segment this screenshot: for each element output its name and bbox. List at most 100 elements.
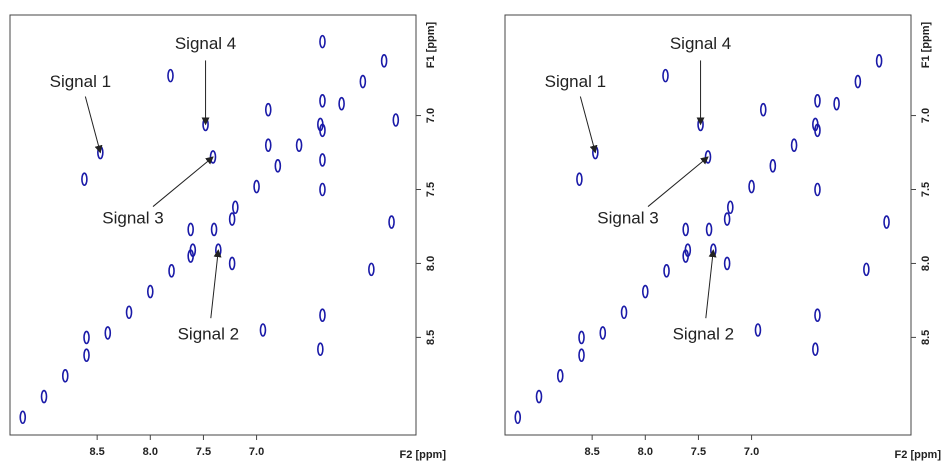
peak — [620, 305, 628, 320]
annotation-label: Signal 1 — [50, 72, 111, 91]
peak — [104, 326, 112, 340]
y-tick-label: 7.0 — [920, 108, 932, 123]
peak — [125, 305, 133, 320]
y-tick-label: 8.0 — [920, 256, 932, 271]
peak — [317, 342, 324, 357]
x-tick-label: 8.0 — [638, 446, 653, 458]
peak — [61, 369, 69, 383]
peak — [599, 326, 607, 340]
peak — [338, 96, 345, 111]
peak — [232, 200, 239, 215]
peak — [883, 215, 890, 229]
peak — [83, 330, 90, 345]
peak — [556, 369, 564, 383]
peak — [359, 74, 367, 89]
peak — [210, 222, 218, 237]
peak — [814, 93, 821, 108]
peak — [576, 172, 583, 186]
peak — [146, 284, 154, 299]
annotation-label: Signal 3 — [597, 208, 658, 227]
peak — [253, 179, 260, 194]
peak — [259, 323, 267, 337]
peak — [863, 262, 870, 277]
y-axis-label: F1 [ppm] — [425, 21, 437, 68]
annotation-label: Signal 4 — [175, 34, 236, 53]
peak — [228, 212, 236, 226]
plot-frame — [504, 14, 912, 436]
annotation-label: Signal 2 — [178, 325, 239, 344]
y-tick-label: 7.0 — [425, 108, 437, 123]
peak — [264, 138, 272, 152]
peak — [535, 389, 543, 404]
peak — [81, 172, 88, 186]
peak — [748, 179, 755, 194]
annotation-label: Signal 4 — [670, 34, 731, 53]
y-tick-label: 7.5 — [920, 182, 932, 197]
plot-frame — [9, 14, 417, 436]
y-tick-label: 8.5 — [920, 330, 932, 345]
peak — [875, 54, 883, 68]
peak — [168, 264, 175, 278]
peak — [514, 410, 522, 425]
peak — [854, 74, 862, 89]
peak — [578, 348, 585, 362]
peak — [295, 138, 303, 152]
peak — [319, 153, 326, 167]
peak — [368, 262, 375, 277]
peak — [682, 222, 689, 237]
annotation-arrow — [647, 156, 709, 207]
peak — [380, 54, 388, 68]
x-axis-label: F2 [ppm] — [895, 449, 942, 461]
annotation-arrow — [210, 249, 222, 319]
peak — [769, 159, 777, 173]
annotation-label: Signal 1 — [545, 72, 606, 91]
peak — [814, 308, 821, 323]
peak — [264, 102, 272, 117]
annotation-arrow — [705, 249, 717, 319]
peak — [727, 200, 734, 215]
x-tick-label: 8.0 — [143, 446, 158, 458]
peak — [274, 159, 282, 173]
peak — [641, 284, 649, 299]
annotation-arrow — [152, 156, 214, 207]
peak — [167, 68, 174, 83]
peak — [759, 102, 767, 117]
peak — [790, 138, 798, 152]
y-axis-label: F1 [ppm] — [920, 21, 932, 68]
peak — [705, 222, 713, 237]
annotation-arrow — [579, 96, 598, 154]
peak — [187, 222, 194, 237]
peak — [723, 212, 731, 226]
peak — [319, 308, 326, 323]
x-tick-label: 8.5 — [90, 446, 105, 458]
x-tick-label: 7.0 — [744, 446, 759, 458]
peak — [814, 123, 821, 138]
peak — [319, 123, 326, 138]
annotation-label: Signal 2 — [673, 325, 734, 344]
peak — [662, 68, 669, 83]
peak — [228, 256, 236, 271]
peak — [319, 34, 326, 49]
peak — [723, 256, 731, 271]
peak — [812, 342, 819, 357]
x-tick-label: 7.5 — [691, 446, 706, 458]
y-tick-label: 8.0 — [425, 256, 437, 271]
peak — [814, 182, 821, 197]
peak — [319, 93, 326, 108]
peak — [663, 264, 670, 278]
peak — [19, 410, 27, 425]
x-tick-label: 7.5 — [196, 446, 211, 458]
x-tick-label: 8.5 — [585, 446, 600, 458]
peak — [578, 330, 585, 345]
y-tick-label: 8.5 — [425, 330, 437, 345]
peak — [833, 96, 840, 111]
peak — [392, 113, 400, 127]
peak — [319, 182, 326, 197]
peak — [187, 249, 194, 263]
x-tick-label: 7.0 — [249, 446, 264, 458]
peak — [388, 215, 395, 229]
peak — [754, 323, 762, 337]
peak — [83, 348, 90, 362]
peak — [682, 249, 689, 263]
